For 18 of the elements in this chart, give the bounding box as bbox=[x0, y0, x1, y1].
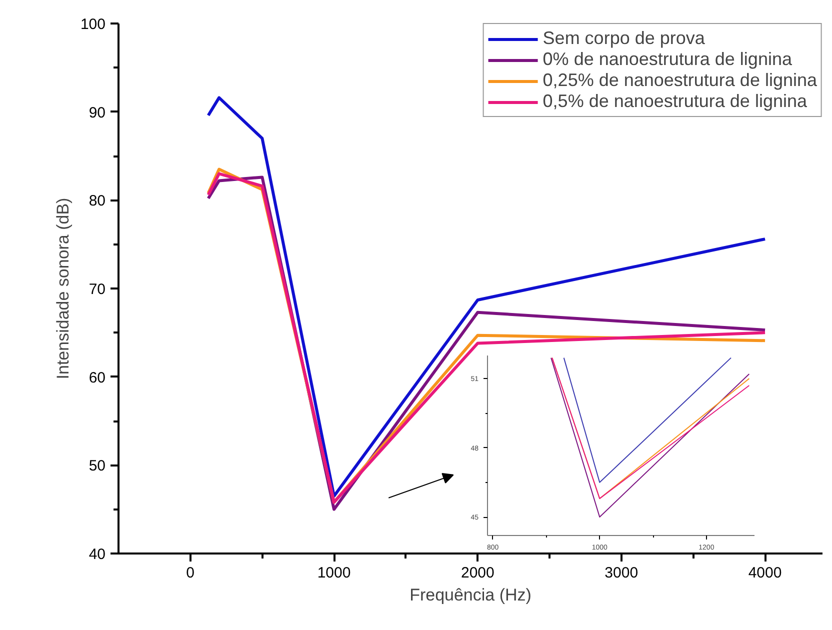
y-tick-label: 80 bbox=[88, 192, 106, 210]
y-tick-label: 60 bbox=[88, 369, 106, 386]
legend-label: 0,25% de nanoestrutura de lignina bbox=[542, 70, 817, 91]
y-tick-label: 70 bbox=[88, 281, 106, 298]
y-axis-title: Intensidade sonora (dB) bbox=[53, 198, 72, 380]
y-tick-label: 100 bbox=[80, 16, 106, 33]
y-tick-label: 90 bbox=[88, 104, 106, 122]
y-tick-label: 40 bbox=[88, 546, 106, 563]
legend-label: Sem corpo de prova bbox=[542, 28, 705, 49]
x-tick-label: 1000 bbox=[317, 564, 351, 582]
legend-label: 0,5% de nanoestrutura de lignina bbox=[542, 91, 807, 112]
legend-label: 0% de nanoestrutura de lignina bbox=[542, 49, 792, 70]
x-tick-label: 0 bbox=[186, 564, 195, 582]
y-tick-label: 50 bbox=[88, 458, 106, 475]
x-tick-label: 4000 bbox=[748, 564, 782, 582]
x-tick-label: 2000 bbox=[461, 564, 494, 582]
x-tick-label: 3000 bbox=[604, 564, 638, 582]
x-axis-title: Frequência (Hz) bbox=[410, 586, 532, 604]
